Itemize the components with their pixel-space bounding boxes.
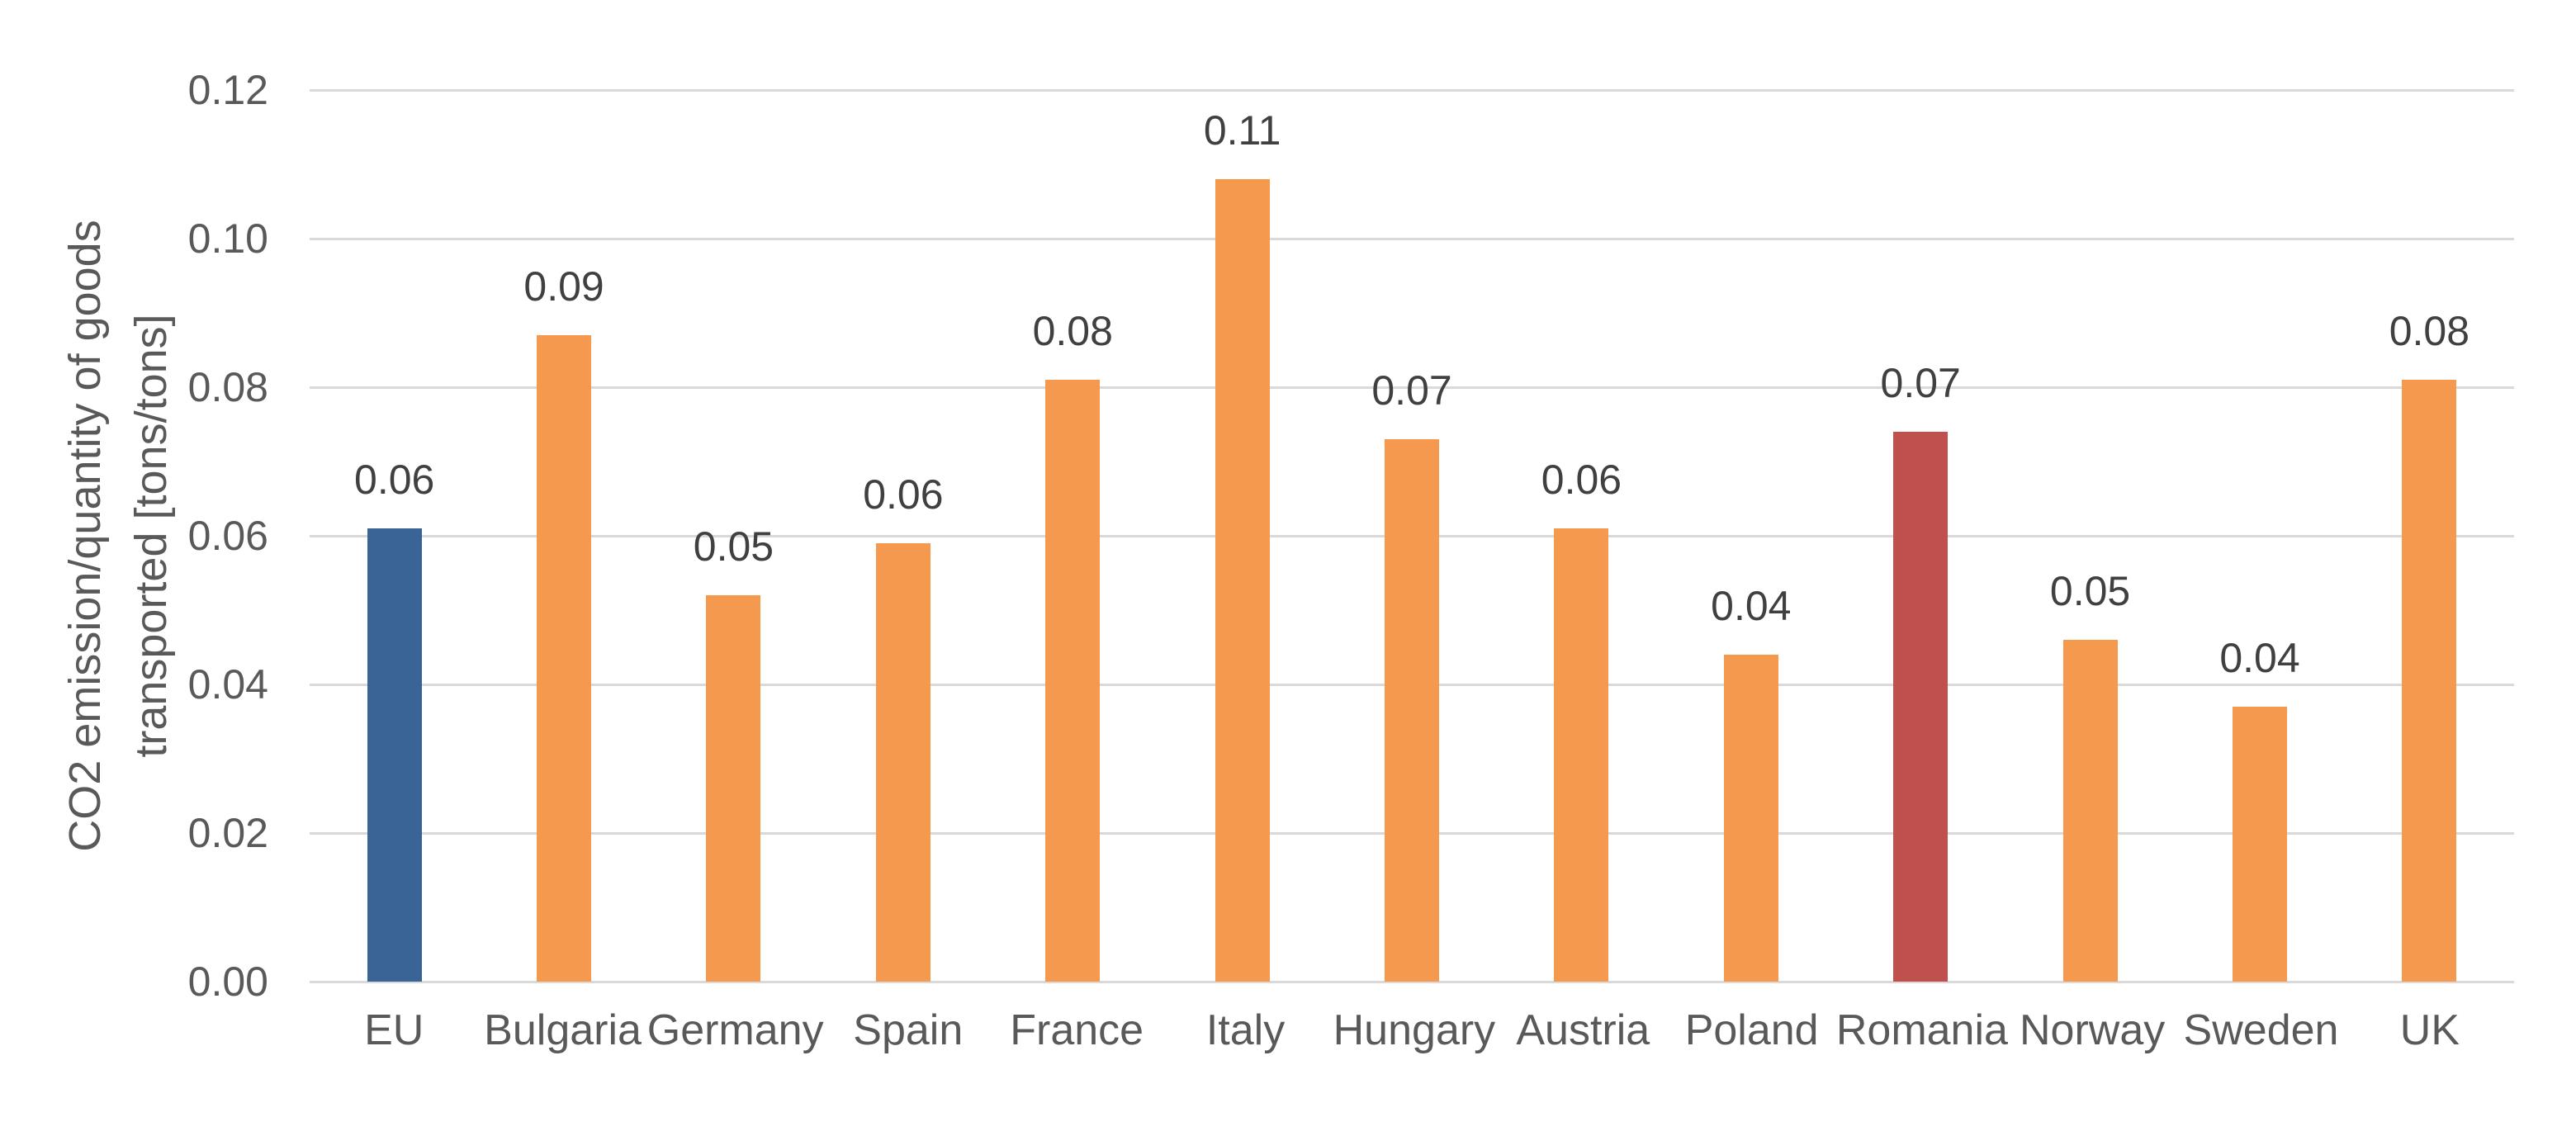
x-axis-category-labels: EU Bulgaria Germany Spain France Italy Hungary…	[310, 1006, 2514, 1055]
bar-italy	[1215, 179, 1270, 982]
bar-value-label-eu: 0.06	[354, 457, 435, 503]
bar-value-label-norway: 0.05	[2049, 568, 2131, 614]
bar-romania	[1893, 432, 1949, 982]
bar-value-label-bulgaria: 0.09	[523, 263, 604, 310]
bar-value-label-sweden: 0.04	[2219, 635, 2300, 681]
category-cell-germany: 0.05	[649, 90, 818, 982]
category-cell-hungary: 0.07	[1327, 90, 1496, 982]
bar-series: 0.06 0.09 0.05 0.06 0.08 0.11 0.07 0.06 0.04 0.07…	[310, 90, 2514, 982]
category-cell-italy: 0.11	[1158, 90, 1327, 982]
bar-value-label-italy: 0.11	[1203, 107, 1281, 154]
category-cell-france: 0.08	[988, 90, 1158, 982]
x-category-label-poland: Poland	[1684, 1006, 1819, 1054]
bar-value-label-poland: 0.04	[1711, 583, 1792, 629]
x-category-label-norway: Norway	[2020, 1006, 2166, 1054]
bar-spain	[875, 543, 930, 982]
y-tick-label: 0.06	[187, 513, 268, 559]
y-tick-label: 0.04	[187, 661, 268, 708]
category-cell-eu: 0.06	[310, 90, 479, 982]
bar-value-label-spain: 0.06	[863, 471, 944, 518]
category-cell-poland: 0.04	[1666, 90, 1835, 982]
y-tick-label: 0.00	[187, 958, 268, 1005]
bar-value-label-hungary: 0.07	[1371, 367, 1452, 414]
x-category-label-hungary: Hungary	[1333, 1006, 1496, 1054]
bar-value-label-romania: 0.07	[1880, 360, 1961, 406]
category-cell-bulgaria: 0.09	[479, 90, 648, 982]
bar-value-label-uk: 0.08	[2389, 308, 2470, 354]
bar-value-label-austria: 0.06	[1541, 457, 1622, 503]
bar-poland	[1723, 655, 1778, 982]
x-category-label-italy: Italy	[1205, 1006, 1286, 1054]
category-cell-uk: 0.08	[2345, 90, 2514, 982]
plot-area: 0.06 0.09 0.05 0.06 0.08 0.11 0.07 0.06 0.04 0.07…	[310, 89, 2514, 983]
x-category-label-uk: UK	[2399, 1006, 2460, 1054]
x-category-label-sweden: Sweden	[2183, 1006, 2339, 1054]
bar-uk	[2402, 380, 2457, 982]
gridline-0.00	[310, 981, 2514, 983]
y-tick-label: 0.12	[187, 67, 268, 113]
bar-value-label-france: 0.08	[1032, 308, 1113, 354]
x-category-label-austria: Austria	[1516, 1006, 1650, 1054]
bar-germany	[706, 595, 761, 982]
gridline-0.12	[310, 89, 2514, 92]
y-tick-label: 0.10	[187, 215, 268, 262]
bar-france	[1045, 380, 1101, 982]
x-category-label-bulgaria: Bulgaria	[484, 1006, 642, 1054]
x-category-label-eu: EU	[364, 1006, 424, 1054]
x-category-label-romania: Romania	[1835, 1006, 2008, 1054]
y-tick-label: 0.08	[187, 364, 268, 410]
x-category-label-spain: Spain	[853, 1006, 964, 1054]
x-category-label-france: France	[1010, 1006, 1144, 1054]
category-cell-sweden: 0.04	[2175, 90, 2344, 982]
bar-sweden	[2232, 707, 2287, 982]
gridline-0.08	[310, 386, 2514, 389]
bar-hungary	[1385, 439, 1440, 982]
gridline-0.10	[310, 238, 2514, 240]
bar-value-label-germany: 0.05	[693, 523, 774, 570]
bar-bulgaria	[537, 335, 592, 982]
category-cell-romania: 0.07	[1836, 90, 2005, 982]
y-tick-label: 0.02	[187, 810, 268, 856]
bar-norway	[2062, 640, 2118, 982]
category-cell-austria: 0.06	[1497, 90, 1666, 982]
bar-eu	[367, 528, 422, 982]
bar-austria	[1554, 528, 1609, 982]
category-cell-norway: 0.05	[2005, 90, 2175, 982]
category-cell-spain: 0.06	[818, 90, 987, 982]
x-category-label-germany: Germany	[646, 1006, 824, 1054]
